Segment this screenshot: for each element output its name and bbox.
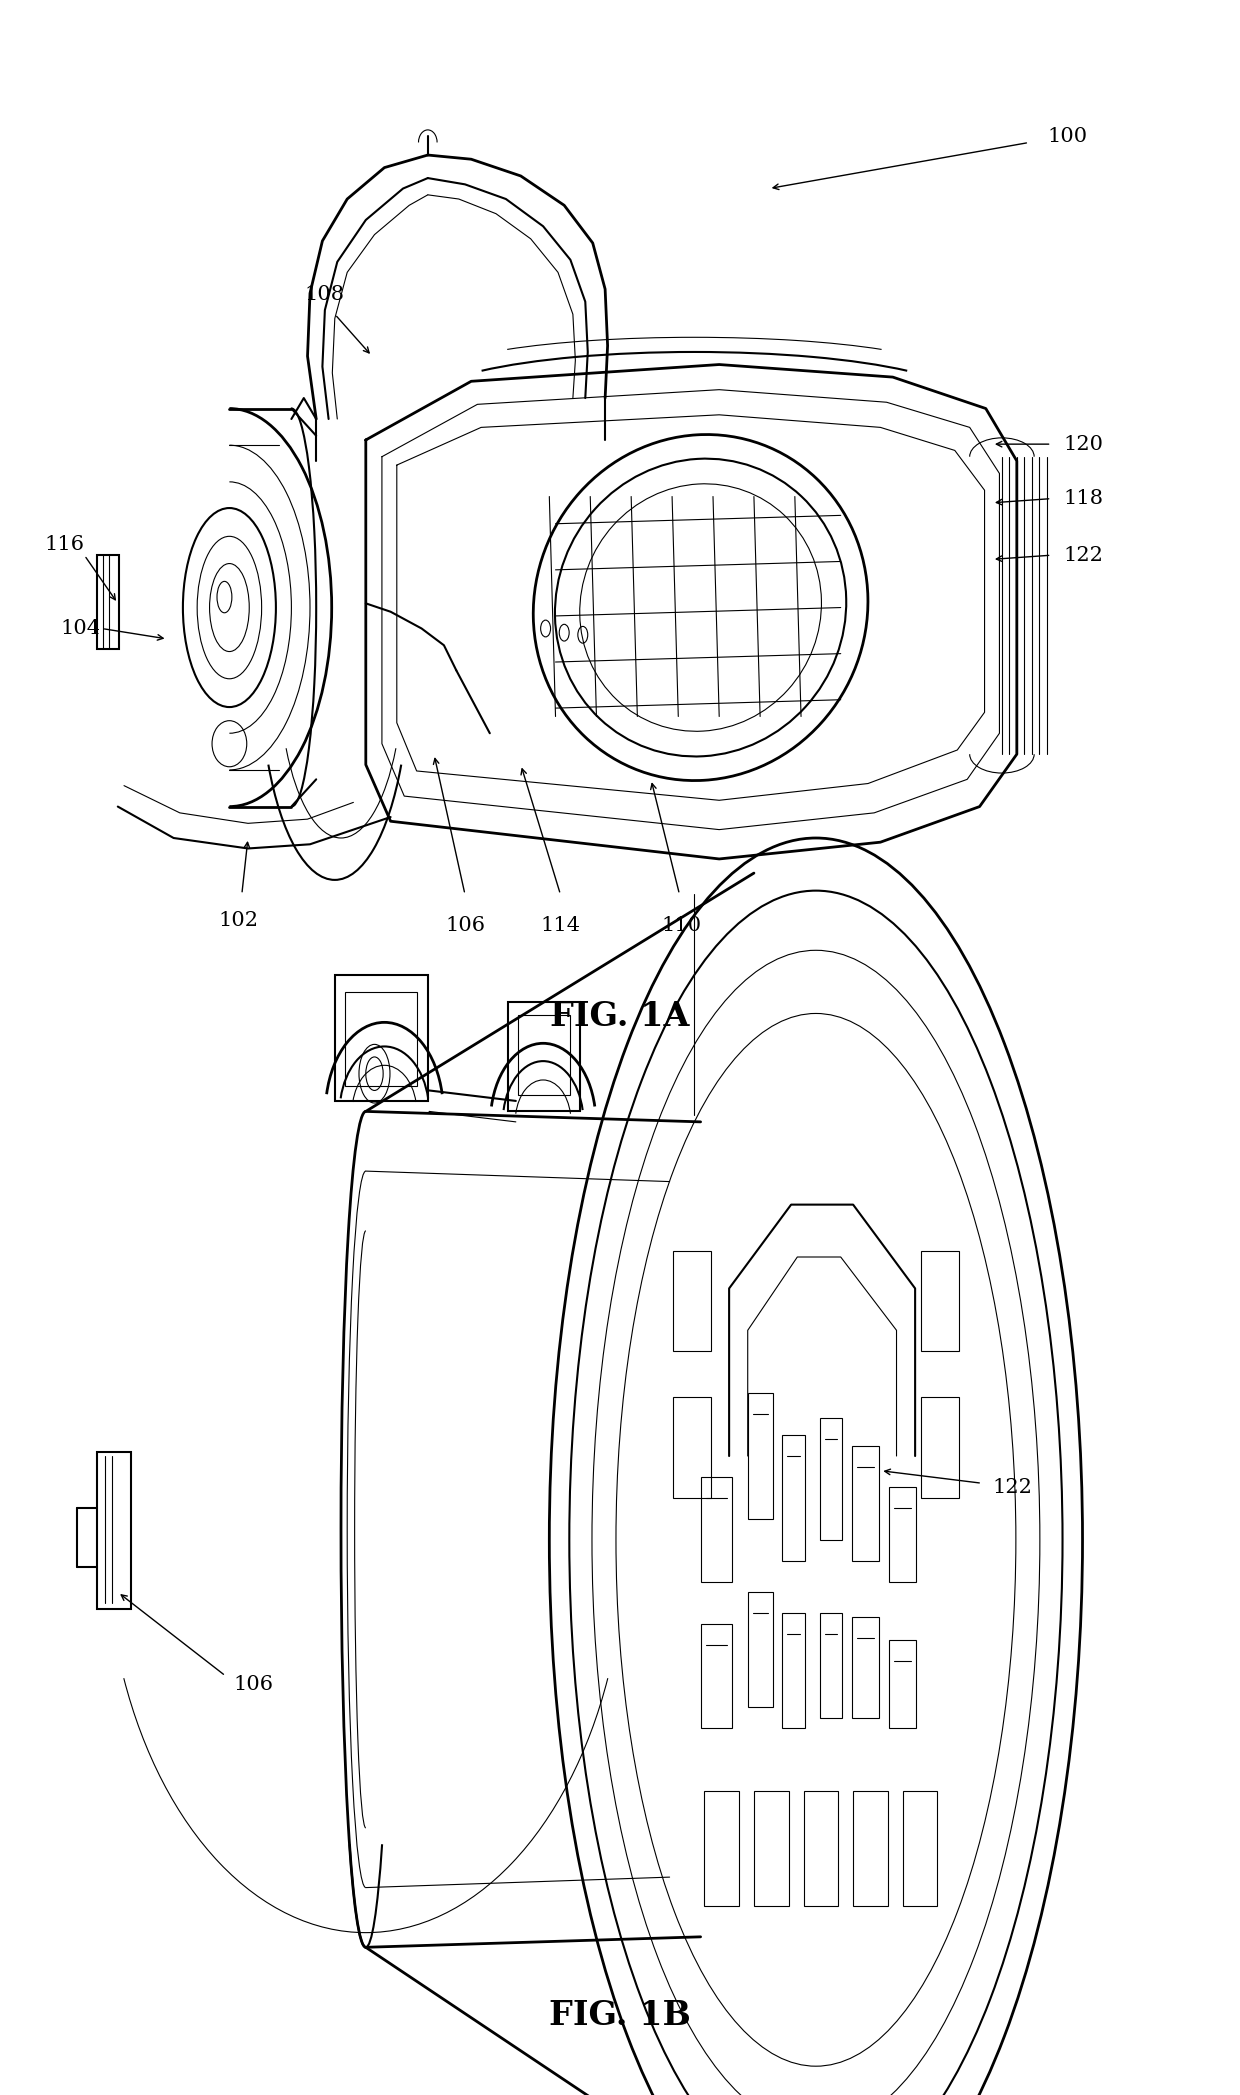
Text: FIG. 1A: FIG. 1A [551,999,689,1033]
Bar [921,1397,959,1498]
Bar [97,555,119,649]
Text: 120: 120 [1064,434,1104,455]
Text: 118: 118 [1064,488,1104,509]
Text: 102: 102 [218,911,258,930]
Bar [782,1613,805,1728]
Bar [889,1640,916,1728]
Text: FIG. 1B: FIG. 1B [549,1999,691,2032]
Bar [702,1477,733,1582]
Bar [335,976,428,1102]
Bar [804,1791,838,1906]
Text: 122: 122 [992,1477,1032,1498]
Bar [921,1251,959,1351]
Text: 106: 106 [445,916,485,934]
Bar [518,1014,570,1094]
Bar [820,1418,842,1540]
Bar [748,1393,773,1519]
Bar [852,1617,879,1718]
Text: 116: 116 [45,534,84,555]
Bar [853,1791,888,1906]
Text: 104: 104 [61,618,100,639]
Bar [508,1001,580,1110]
Bar [748,1592,773,1707]
Bar [702,1624,733,1728]
Text: 110: 110 [662,916,702,934]
Bar [782,1435,805,1561]
Text: 106: 106 [233,1674,273,1695]
Bar [673,1251,711,1351]
Text: 122: 122 [1064,545,1104,566]
Bar [852,1446,879,1561]
Bar [97,1452,131,1609]
Bar [754,1791,789,1906]
Bar [673,1397,711,1498]
Text: 114: 114 [541,916,580,934]
Text: 108: 108 [305,285,345,304]
Text: 100: 100 [1048,126,1087,147]
Bar [889,1487,916,1582]
Bar [820,1613,842,1718]
Bar [345,991,417,1085]
Bar [903,1791,937,1906]
Bar [704,1791,739,1906]
